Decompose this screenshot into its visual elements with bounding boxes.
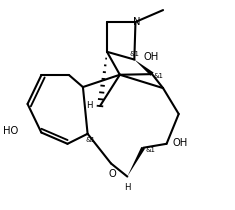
Text: &1: &1	[86, 137, 96, 143]
Text: &1: &1	[145, 147, 155, 153]
Text: OH: OH	[143, 52, 158, 62]
Polygon shape	[127, 147, 145, 177]
Polygon shape	[134, 59, 154, 76]
Text: H: H	[125, 183, 131, 192]
Text: HO: HO	[3, 126, 18, 136]
Text: O: O	[109, 169, 117, 179]
Text: &1: &1	[154, 73, 164, 79]
Text: &1: &1	[130, 51, 140, 57]
Text: H: H	[86, 101, 93, 110]
Text: N: N	[133, 17, 140, 26]
Text: OH: OH	[172, 138, 188, 148]
